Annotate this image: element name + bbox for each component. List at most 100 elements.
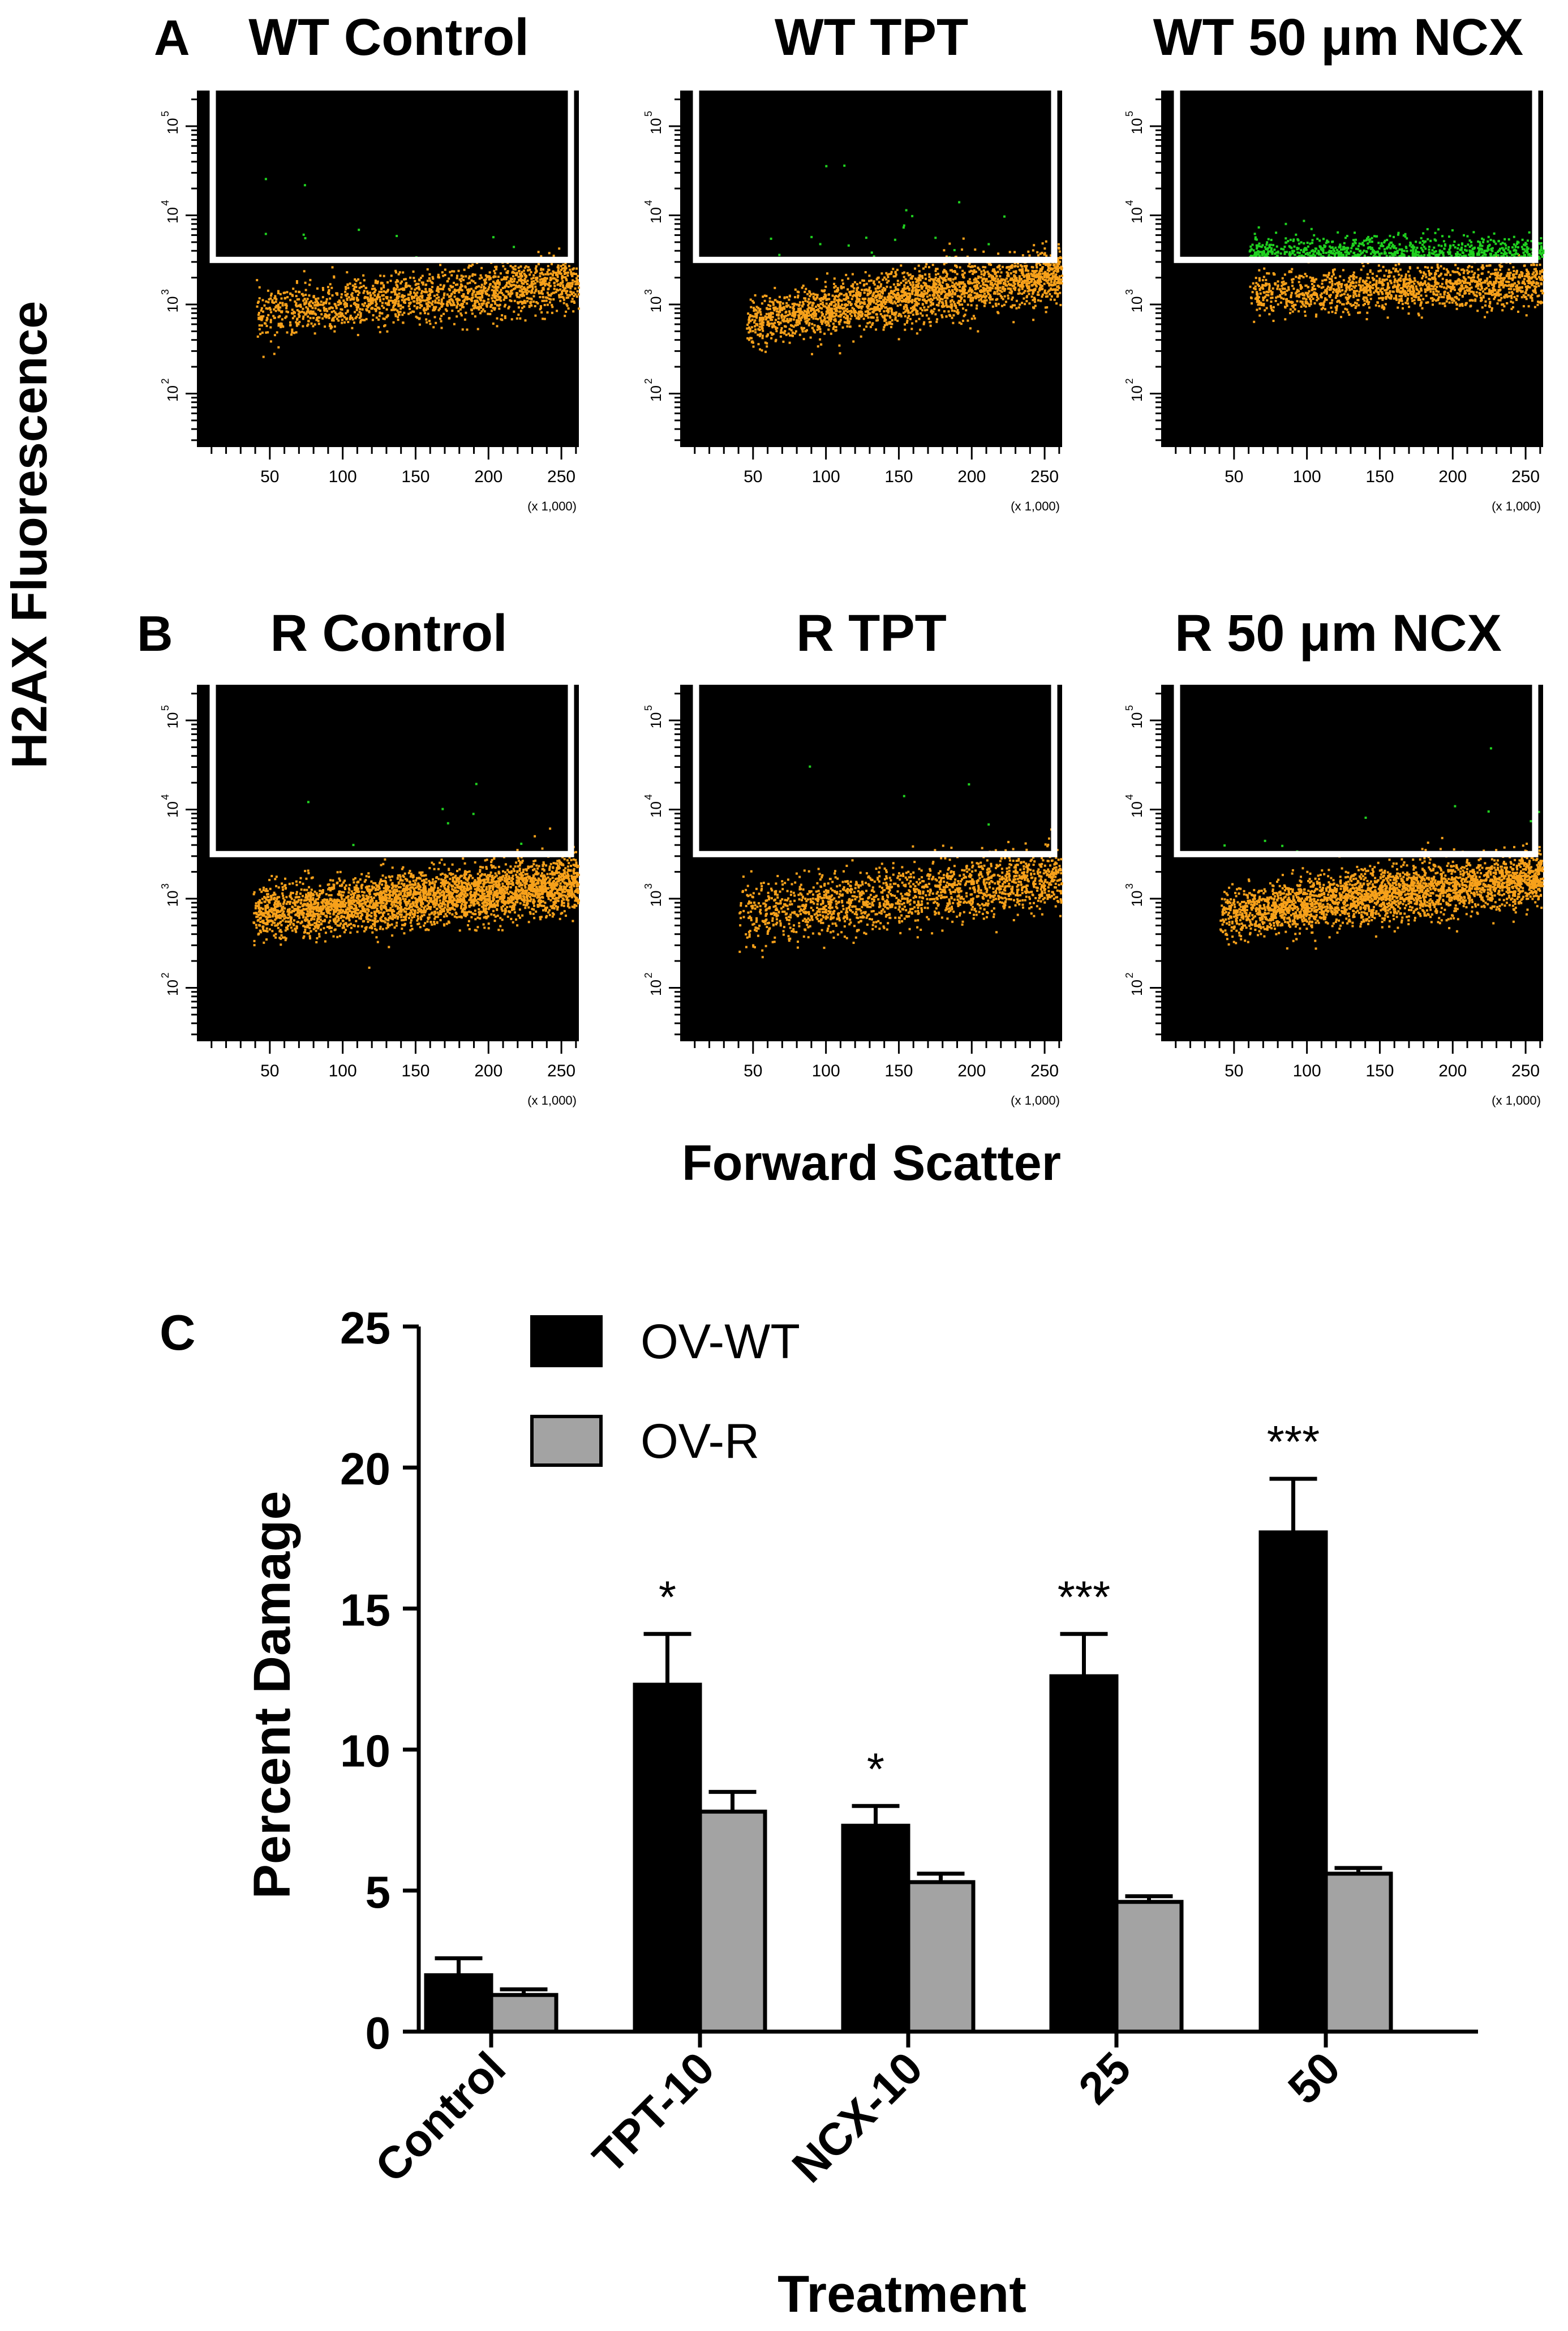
y-tick-label: 10 xyxy=(164,207,181,224)
x-tick-label: 100 xyxy=(812,1062,840,1080)
bar-ov-r-2 xyxy=(906,1880,976,2034)
y-tick-exponent: 5 xyxy=(160,111,171,117)
flow-y-axis-label: H2AX Fluorescence xyxy=(1,301,57,769)
x-tick-label: 100 xyxy=(329,1062,357,1080)
gate-region xyxy=(209,685,574,857)
y-tick-exponent: 3 xyxy=(160,289,171,295)
panel-title-wt-ncx: WT 50 μm NCX xyxy=(1153,8,1523,66)
y-tick-label: 10 xyxy=(1128,207,1145,224)
x-tick-label: 100 xyxy=(1293,467,1321,486)
gate-region xyxy=(209,91,574,263)
population-dots xyxy=(738,828,1063,959)
x-tick-label: TPT-10 xyxy=(583,2042,724,2183)
gate-region xyxy=(1174,685,1539,857)
y-tick-label: 10 xyxy=(647,385,664,402)
y-tick-label: 20 xyxy=(340,1444,390,1494)
y-tick-exponent: 4 xyxy=(643,794,654,800)
plot-background xyxy=(680,685,1062,1041)
y-tick-label: 10 xyxy=(647,297,664,313)
x-tick-label: 50 xyxy=(1225,467,1243,486)
y-tick-label: 10 xyxy=(164,980,181,996)
significance-marker: *** xyxy=(1267,1416,1320,1467)
y-tick-label: 10 xyxy=(647,801,664,818)
y-tick-exponent: 5 xyxy=(1124,705,1135,711)
y-tick-exponent: 3 xyxy=(160,883,171,889)
population-dots xyxy=(256,247,580,358)
x-tick-label: 50 xyxy=(744,467,762,486)
x-tick-label: 150 xyxy=(401,467,429,486)
y-tick-exponent: 5 xyxy=(643,111,654,117)
y-tick-exponent: 2 xyxy=(643,972,654,978)
significance-marker: * xyxy=(659,1572,676,1622)
significance-marker: *** xyxy=(1058,1572,1110,1622)
y-tick-label: 10 xyxy=(340,1726,390,1776)
y-tick-exponent: 2 xyxy=(1124,378,1135,384)
x-multiplier-label: (x 1,000) xyxy=(1492,1093,1541,1107)
y-tick-exponent: 3 xyxy=(1124,289,1135,295)
y-tick-label: 10 xyxy=(1128,297,1145,313)
x-tick-label: NCX-10 xyxy=(783,2042,932,2192)
y-tick-label: 10 xyxy=(647,891,664,907)
panel-title-wt-control: WT Control xyxy=(248,8,529,66)
y-tick-label: 10 xyxy=(647,118,664,135)
y-tick-label: 10 xyxy=(164,801,181,818)
x-multiplier-label: (x 1,000) xyxy=(1011,499,1060,513)
x-tick-label: 250 xyxy=(1511,1062,1540,1080)
x-tick-label: 50 xyxy=(1225,1062,1243,1080)
y-tick-label: 10 xyxy=(164,891,181,907)
bar-y-axis-label: Percent Damage xyxy=(243,1491,301,1899)
y-tick-label: 10 xyxy=(1128,385,1145,402)
plot-background xyxy=(1161,91,1543,447)
x-tick-label: 100 xyxy=(812,467,840,486)
y-tick-exponent: 4 xyxy=(1124,794,1135,800)
bar-ov-wt-1 xyxy=(633,1682,702,2034)
gate-region xyxy=(1174,91,1539,263)
plot-background xyxy=(197,91,579,447)
x-tick-label: 250 xyxy=(1030,1062,1059,1080)
x-tick-label: 150 xyxy=(884,1062,913,1080)
plot-background xyxy=(1161,685,1543,1041)
x-tick-label: 50 xyxy=(1278,2042,1350,2114)
x-tick-label: 50 xyxy=(260,1062,279,1080)
legend-label-ov-r: OV-R xyxy=(641,1414,759,1469)
y-tick-exponent: 5 xyxy=(160,705,171,711)
y-tick-label: 10 xyxy=(1128,712,1145,729)
x-multiplier-label: (x 1,000) xyxy=(527,499,577,513)
y-tick-label: 5 xyxy=(366,1867,391,1917)
bar-ov-r-4 xyxy=(1324,1871,1393,2034)
flow-x-axis-label: Forward Scatter xyxy=(682,1135,1061,1191)
y-tick-exponent: 3 xyxy=(1124,883,1135,889)
population-dots xyxy=(252,827,580,969)
y-tick-exponent: 2 xyxy=(643,378,654,384)
population-dots xyxy=(1249,254,1544,323)
legend-label-ov-wt: OV-WT xyxy=(641,1315,800,1369)
legend-swatch-ov-wt xyxy=(530,1315,603,1367)
x-tick-label: 200 xyxy=(1438,467,1467,486)
x-tick-label: 200 xyxy=(474,1062,502,1080)
x-tick-label: 50 xyxy=(260,467,279,486)
y-tick-exponent: 5 xyxy=(1124,111,1135,117)
y-tick-label: 10 xyxy=(647,980,664,996)
x-tick-label: 150 xyxy=(884,467,913,486)
gated-dots xyxy=(1248,220,1545,260)
population-dots xyxy=(1219,836,1544,950)
x-tick-label: 25 xyxy=(1069,2042,1140,2114)
y-tick-label: 0 xyxy=(366,2008,391,2058)
bar-chart: 0 5 10 15 20 25 Control TPT-10 * NCX-10 * 25 *** 50 **… xyxy=(340,1303,1478,2192)
y-tick-exponent: 4 xyxy=(1124,200,1135,205)
y-tick-exponent: 5 xyxy=(643,705,654,711)
x-tick-label: 150 xyxy=(401,1062,429,1080)
panel-title-r-control: R Control xyxy=(270,604,507,662)
bar-ov-wt-4 xyxy=(1258,1530,1328,2034)
panel-title-wt-tpt: WT TPT xyxy=(775,8,968,66)
y-tick-exponent: 3 xyxy=(643,883,654,889)
y-tick-label: 10 xyxy=(1128,118,1145,135)
bar-ov-wt-0 xyxy=(424,1973,493,2034)
x-tick-label: 150 xyxy=(1365,467,1394,486)
